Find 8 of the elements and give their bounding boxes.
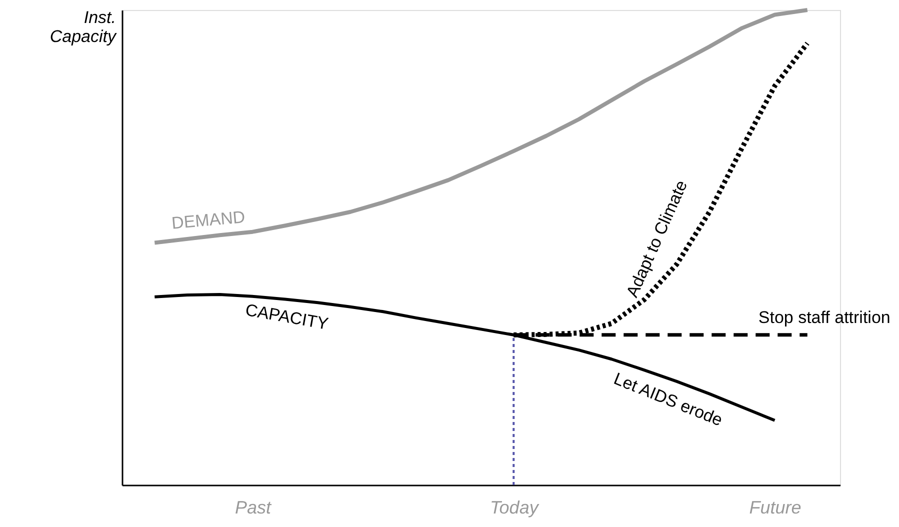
x-tick-label: Past <box>235 498 272 518</box>
series-label: DEMAND <box>170 207 246 233</box>
x-tick-label: Future <box>749 498 802 518</box>
text: CAPACITY <box>244 300 330 334</box>
annotation: Let AIDS erode <box>611 369 726 430</box>
x-tick-label: Today <box>490 498 540 518</box>
y-axis-title: Inst. Capacity <box>50 8 118 46</box>
series-label: Stop staff attrition <box>758 308 890 327</box>
